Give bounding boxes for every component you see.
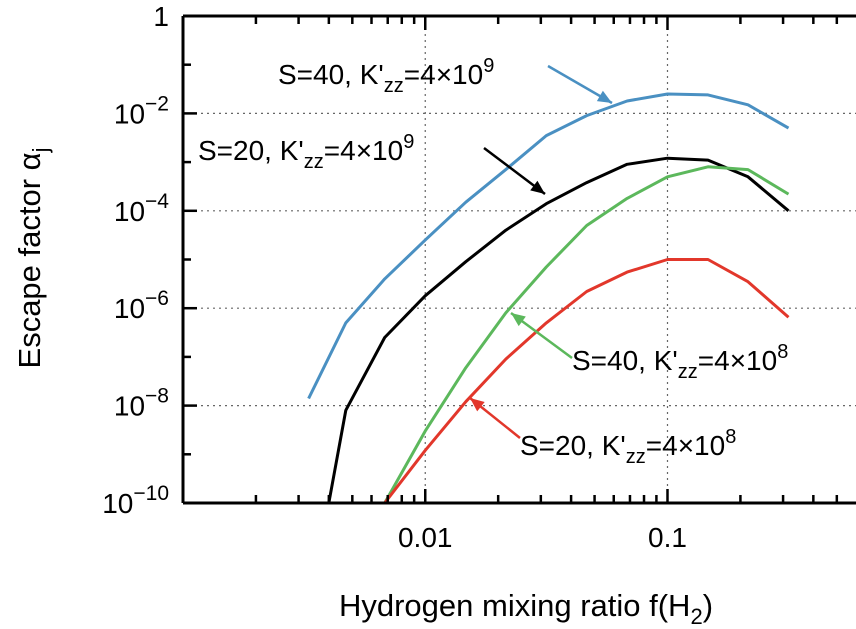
y-tick-label: 10−6 (114, 287, 169, 324)
y-axis-label: Escape factor αj (12, 148, 53, 369)
series-label-2: S=40, K'zz=4×108 (572, 341, 788, 383)
series-lines (307, 92, 790, 504)
series-label-3: S=20, K'zz=4×108 (520, 426, 736, 468)
x-tick-label: 0.01 (398, 522, 453, 553)
arrowhead-0 (596, 90, 612, 103)
series-line-1 (327, 156, 790, 504)
arrowhead-3 (470, 398, 485, 412)
annotations: S=40, K'zz=4×109 S=20, K'zz=4×109 S=40, K'… (198, 55, 788, 468)
y-tick-label: 10−8 (114, 385, 169, 422)
series-label-1: S=20, K'zz=4×109 (198, 131, 414, 173)
x-tick-label: 0.1 (648, 522, 687, 553)
series-line-2 (383, 165, 790, 504)
series-line-0 (307, 92, 790, 400)
series-line-3 (383, 258, 790, 504)
x-axis-label: Hydrogen mixing ratio f(H2) (339, 588, 713, 629)
grid-lines (183, 16, 856, 503)
arrowhead-1 (530, 180, 545, 194)
tick-labels: 0.01 0.1 1 10−2 10−4 10−6 10−8 10−10 (102, 1, 687, 553)
ticks (181, 14, 839, 505)
series-label-0: S=40, K'zz=4×109 (278, 55, 494, 97)
y-tick-label: 10−4 (114, 190, 169, 227)
y-tick-label: 1 (153, 1, 169, 32)
y-tick-label: 10−2 (114, 92, 169, 129)
arrowhead-2 (511, 313, 526, 327)
y-tick-label: 10−10 (102, 482, 169, 519)
